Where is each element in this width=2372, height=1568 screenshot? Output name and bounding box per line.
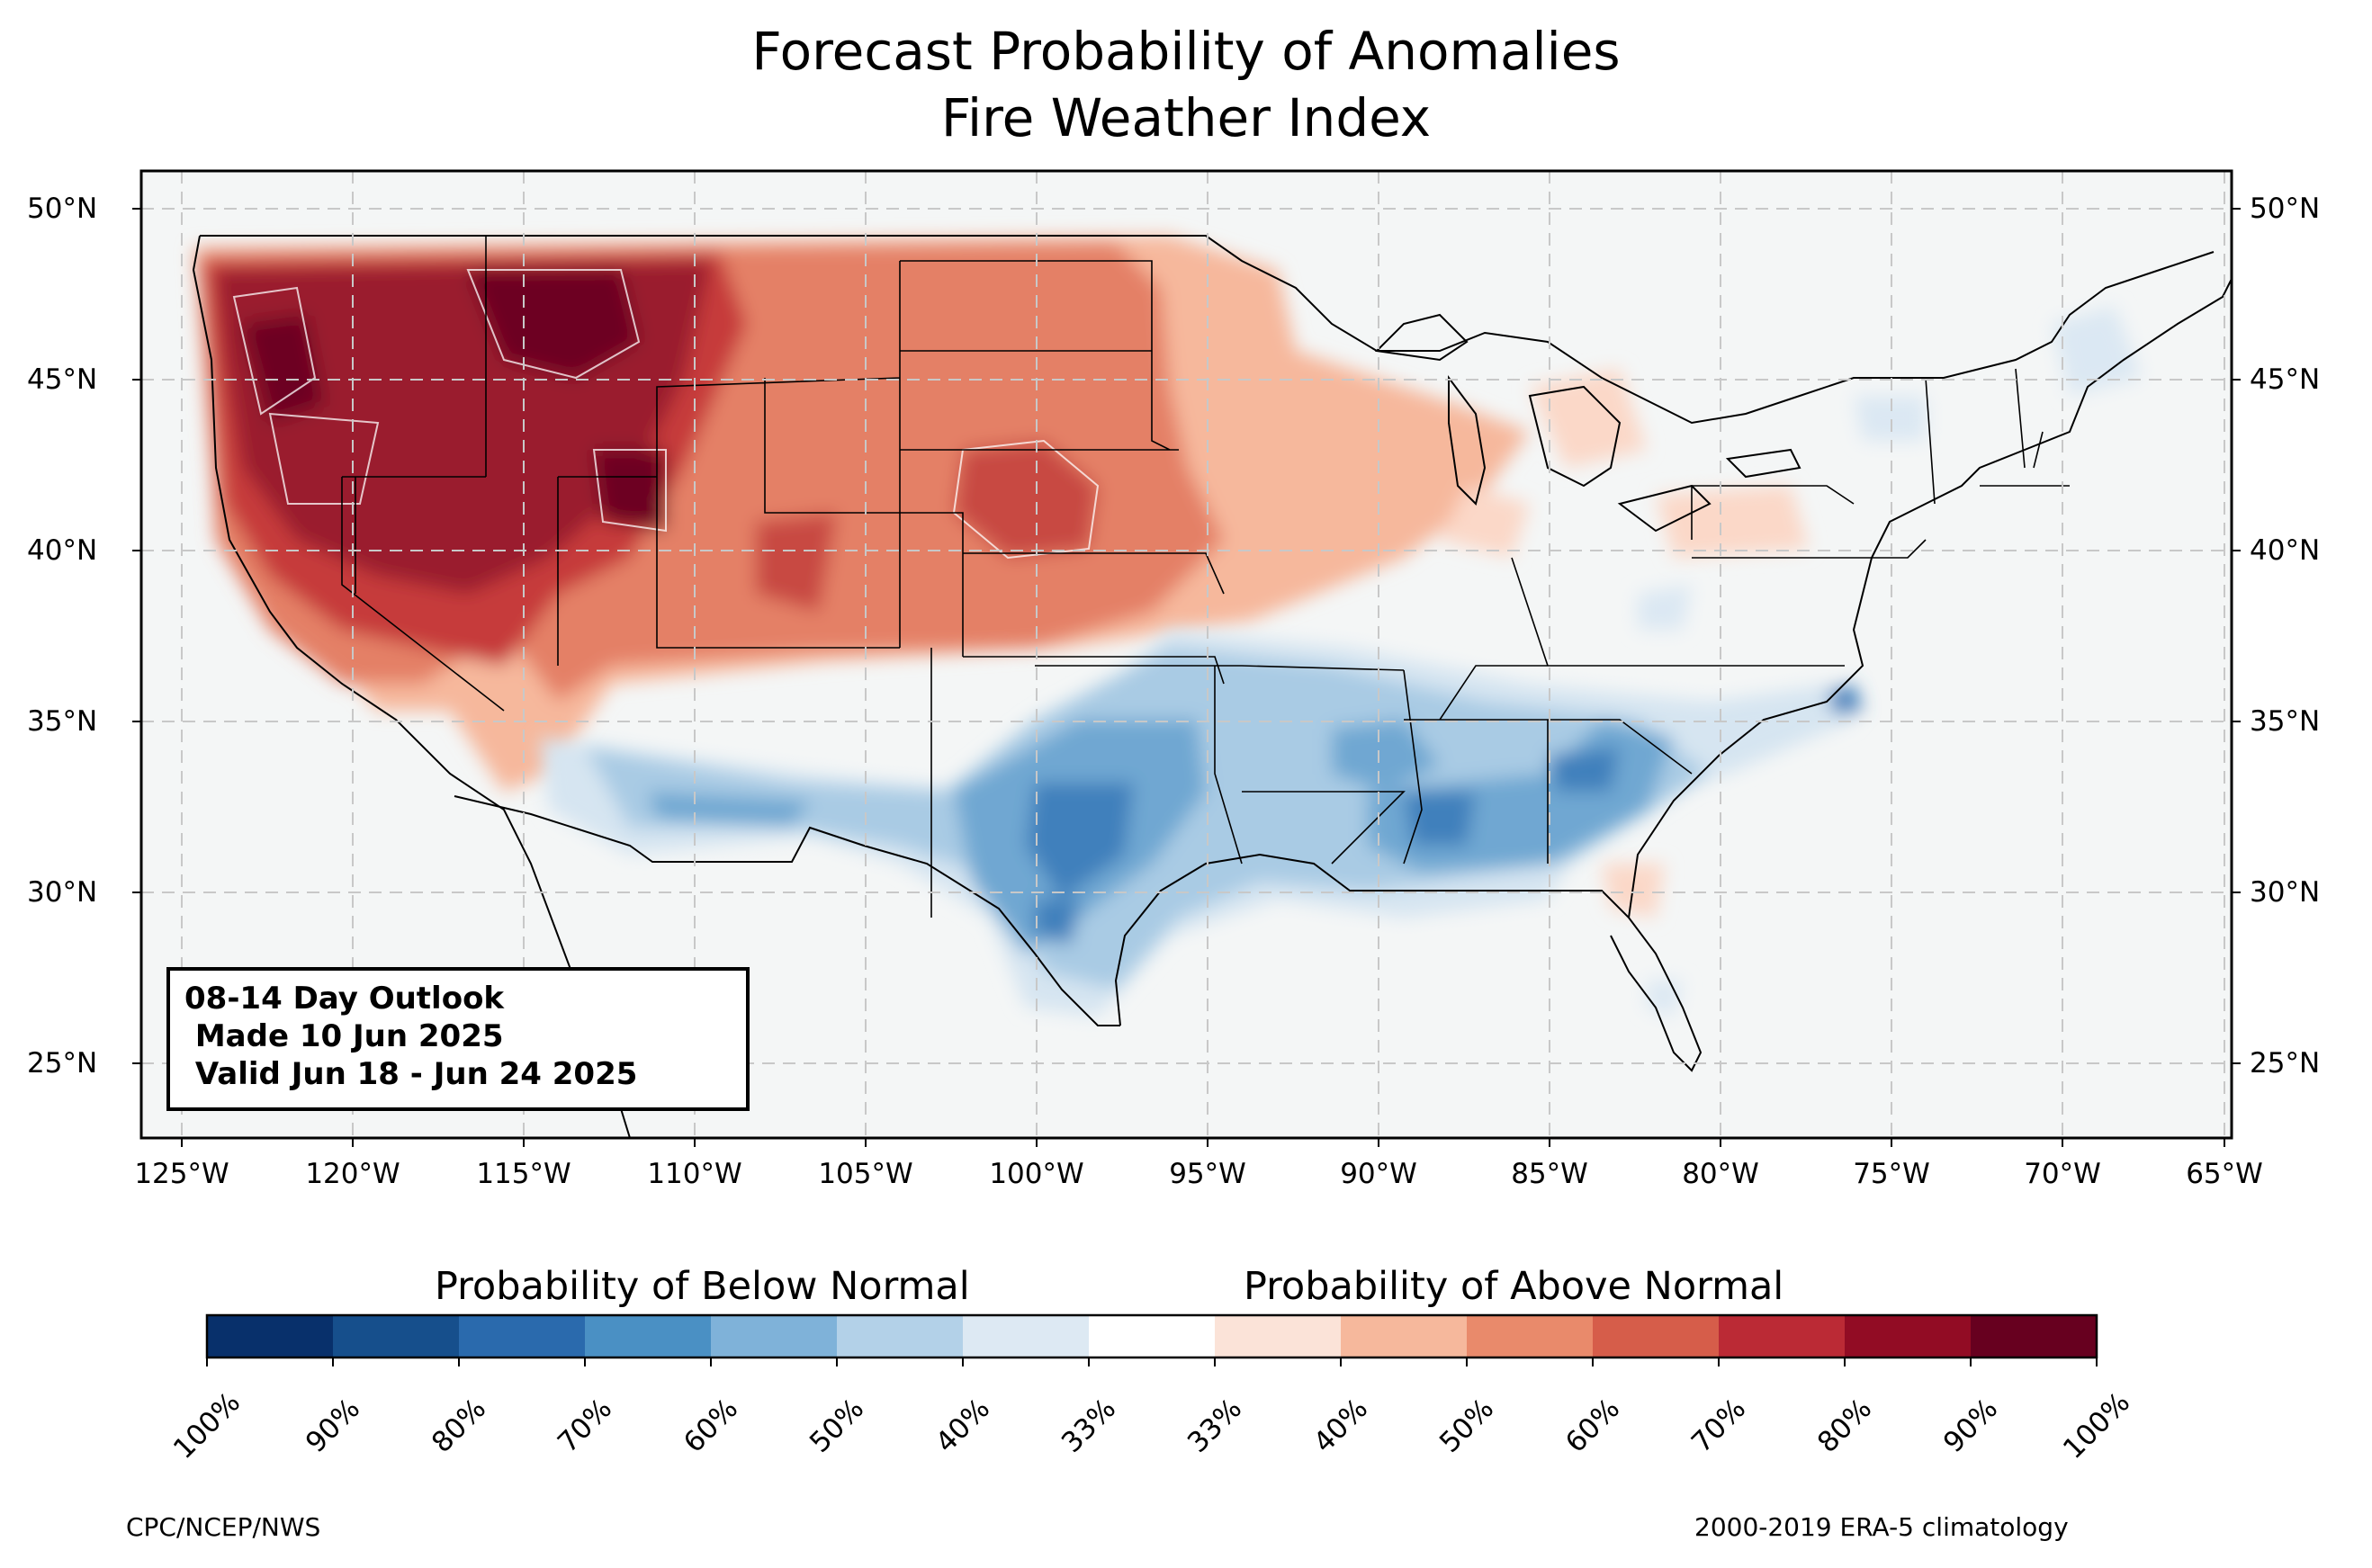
colorbar-cell <box>1341 1315 1468 1357</box>
colorbar-cell <box>837 1315 964 1357</box>
tick-marks <box>132 208 2241 1147</box>
canada-border <box>200 235 2215 425</box>
colorbar-below-title: Probability of Below Normal <box>435 1264 970 1309</box>
shade-40-northeast <box>1638 306 2142 1017</box>
colorbar-cell <box>207 1315 334 1357</box>
colorbar-cell <box>1719 1315 1846 1357</box>
lon-label: 95°W <box>1169 1158 1246 1190</box>
lon-label: 115°W <box>476 1158 571 1190</box>
shade-70-kansas <box>756 441 1098 612</box>
colorbar-cell <box>1593 1315 1720 1357</box>
colorbar-cell <box>333 1315 460 1357</box>
lat-label-left: 45°N <box>27 363 98 396</box>
lat-label-right: 35°N <box>2250 705 2321 738</box>
outlook-info-box: 08-14 Day Outlook Made 10 Jun 2025 Valid… <box>166 967 750 1111</box>
colorbar-cell <box>1971 1315 2098 1357</box>
lat-label-right: 40°N <box>2250 534 2321 567</box>
lon-label: 90°W <box>1340 1158 1417 1190</box>
lat-label-left: 35°N <box>27 705 98 738</box>
colorbar-frame <box>205 1313 2098 1359</box>
below-normal-shading <box>540 306 2142 1017</box>
colorbar-cell <box>459 1315 586 1357</box>
outlook-made-date: Made 10 Jun 2025 <box>184 1018 504 1054</box>
above-normal-shading <box>193 236 1809 918</box>
colorbar-cell <box>711 1315 838 1357</box>
lat-label-right: 45°N <box>2250 363 2321 396</box>
lon-label: 110°W <box>647 1158 742 1190</box>
lon-label: 100°W <box>989 1158 1084 1190</box>
colorbar-cell <box>1089 1315 1216 1357</box>
graticule <box>141 171 2232 1138</box>
shade-70-below <box>1026 684 1863 945</box>
coastline-east <box>1628 278 2232 918</box>
colorbar-cell <box>1215 1315 1342 1357</box>
lon-label: 85°W <box>1511 1158 1588 1190</box>
lon-label: 125°W <box>134 1158 229 1190</box>
colorbar <box>206 1315 2098 1366</box>
shade-60-below <box>648 720 1674 954</box>
lon-label: 75°W <box>1853 1158 1930 1190</box>
shade-90-above <box>243 270 666 531</box>
state-borders <box>341 236 2070 918</box>
lon-label: 70°W <box>2024 1158 2101 1190</box>
title-line-1: Forecast Probability of Anomalies <box>751 21 1621 82</box>
lon-label: 80°W <box>1682 1158 1759 1190</box>
great-lakes <box>1374 313 1801 533</box>
lat-label-left: 30°N <box>27 876 98 909</box>
lat-label-left: 40°N <box>27 534 98 567</box>
colorbar-cell <box>585 1315 712 1357</box>
lat-label-left: 25°N <box>27 1047 98 1080</box>
us-mexico-border <box>454 795 1120 1026</box>
outlook-valid-range: Valid Jun 18 - Jun 24 2025 <box>184 1056 638 1092</box>
credit-climatology: 2000-2019 ERA-5 climatology <box>1694 1512 2069 1542</box>
colorbar-cell <box>1467 1315 1594 1357</box>
coastline-gulf <box>1114 853 1703 1072</box>
map-frame <box>139 169 2233 1140</box>
title-line-2: Fire Weather Index <box>940 87 1432 148</box>
lat-label-left: 50°N <box>27 193 98 225</box>
lat-label-right: 30°N <box>2250 876 2321 909</box>
lon-label: 105°W <box>818 1158 913 1190</box>
shade-40-great-lakes <box>1440 369 1809 918</box>
colorbar-cell <box>1845 1315 1972 1357</box>
lat-label-right: 25°N <box>2250 1047 2321 1080</box>
outlook-period: 08-14 Day Outlook <box>184 981 505 1017</box>
lon-label: 65°W <box>2186 1158 2263 1190</box>
colorbar-above-title: Probability of Above Normal <box>1244 1264 1784 1309</box>
lat-label-right: 50°N <box>2250 193 2321 225</box>
credit-agency: CPC/NCEP/NWS <box>126 1512 321 1542</box>
lon-label: 120°W <box>305 1158 400 1190</box>
land-outlines <box>192 235 2232 1138</box>
colorbar-cell <box>963 1315 1090 1357</box>
